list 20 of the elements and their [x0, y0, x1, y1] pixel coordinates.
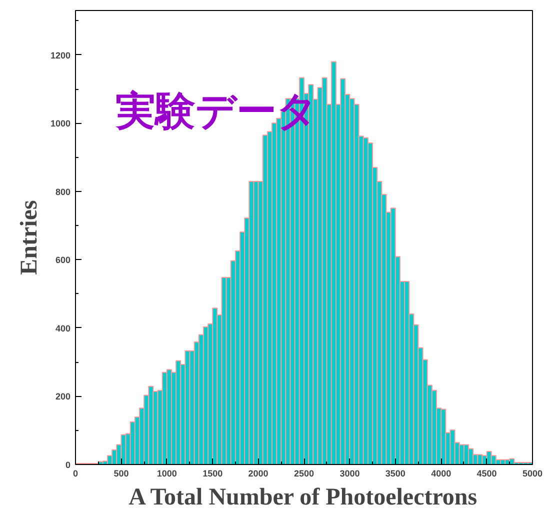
x-tick-label: 1000	[156, 468, 177, 478]
x-tick-label: 4500	[476, 468, 497, 478]
y-tick-label: 1000	[50, 118, 71, 129]
y-tick-label: 400	[55, 323, 71, 334]
y-tick-label: 200	[55, 392, 71, 402]
x-tick-label: 3000	[340, 468, 360, 478]
y-axis-title: Entries	[16, 200, 42, 275]
x-tick-label: 500	[114, 468, 129, 478]
x-tick-label: 2000	[248, 468, 268, 478]
y-tick-label: 1200	[50, 50, 71, 60]
x-tick-label: 4000	[431, 468, 452, 478]
x-axis-title: A Total Number of Photoelectrons	[128, 484, 478, 510]
x-tick-label: 2500	[294, 468, 314, 478]
y-tick-label: 800	[55, 186, 71, 197]
x-tick-label: 3500	[385, 468, 406, 478]
y-tick-label: 600	[55, 255, 71, 266]
y-tick-label: 0	[65, 460, 71, 470]
x-tick-label: 5000	[522, 468, 543, 478]
x-tick-label: 1500	[202, 468, 223, 478]
x-tick-label: 0	[72, 468, 78, 478]
